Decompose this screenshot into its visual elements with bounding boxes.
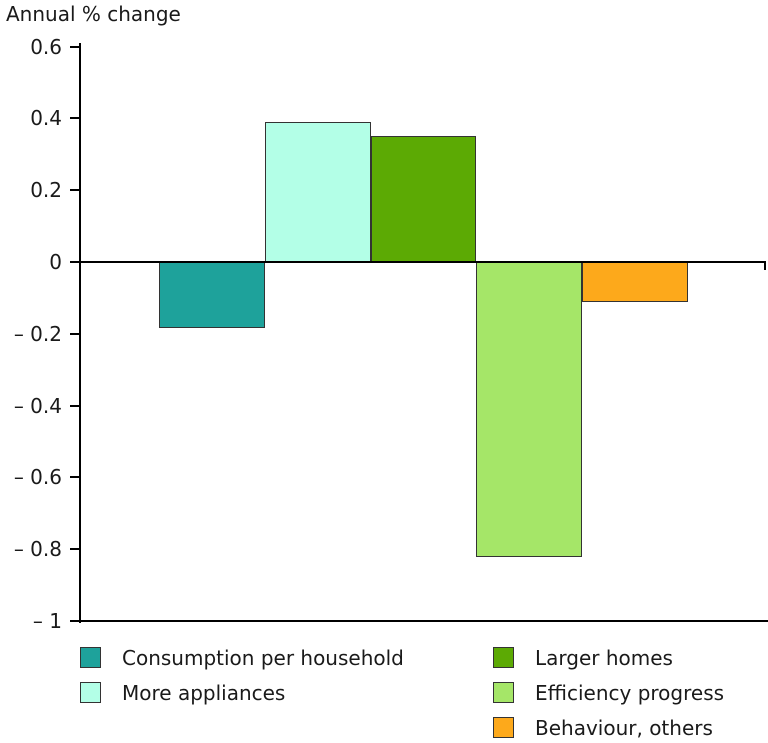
y-tick-label: 0 bbox=[49, 250, 62, 274]
bar-more-appliances bbox=[264, 121, 371, 263]
y-tick-line bbox=[70, 117, 80, 120]
y-tick-line bbox=[70, 45, 80, 48]
bottom-axis-line bbox=[80, 620, 768, 622]
y-tick-label: – 0.4 bbox=[13, 393, 62, 418]
y-tick-line bbox=[70, 332, 80, 335]
chart-title: Annual % change bbox=[6, 2, 181, 26]
y-tick-label: 0.4 bbox=[30, 106, 62, 131]
y-tick-line bbox=[70, 261, 80, 263]
y-tick-line bbox=[70, 476, 80, 479]
y-tick-line bbox=[70, 548, 80, 551]
legend-label: Larger homes bbox=[535, 646, 673, 670]
bar-larger-homes bbox=[370, 136, 477, 263]
legend-swatch bbox=[80, 682, 101, 703]
bar-efficiency-progress bbox=[476, 262, 583, 558]
legend-swatch bbox=[493, 647, 514, 668]
bar-consumption-per-household bbox=[159, 262, 265, 328]
y-tick-line bbox=[70, 620, 80, 622]
legend-swatch bbox=[493, 682, 514, 703]
legend-label: Behaviour, others bbox=[535, 716, 713, 740]
y-tick-label: – 0.6 bbox=[13, 465, 62, 490]
legend: Consumption per household More appliances… bbox=[0, 640, 768, 743]
legend-label: More appliances bbox=[122, 681, 286, 705]
zero-axis-line bbox=[80, 261, 766, 263]
y-axis-line bbox=[79, 43, 81, 623]
bar-behaviour-others bbox=[582, 262, 688, 303]
legend-swatch bbox=[493, 717, 514, 738]
legend-label: Consumption per household bbox=[122, 646, 404, 670]
y-tick-label: – 1 bbox=[32, 609, 62, 633]
zero-line-end-tick bbox=[764, 261, 766, 270]
y-tick-line bbox=[70, 189, 80, 192]
y-tick-label: 0.6 bbox=[30, 34, 62, 59]
y-tick-label: – 0.8 bbox=[13, 537, 62, 562]
y-tick-line bbox=[70, 404, 80, 407]
legend-label: Efficiency progress bbox=[535, 681, 725, 705]
y-tick-label: 0.2 bbox=[30, 178, 62, 203]
legend-swatch bbox=[80, 647, 101, 668]
y-tick-label: – 0.2 bbox=[13, 321, 62, 346]
